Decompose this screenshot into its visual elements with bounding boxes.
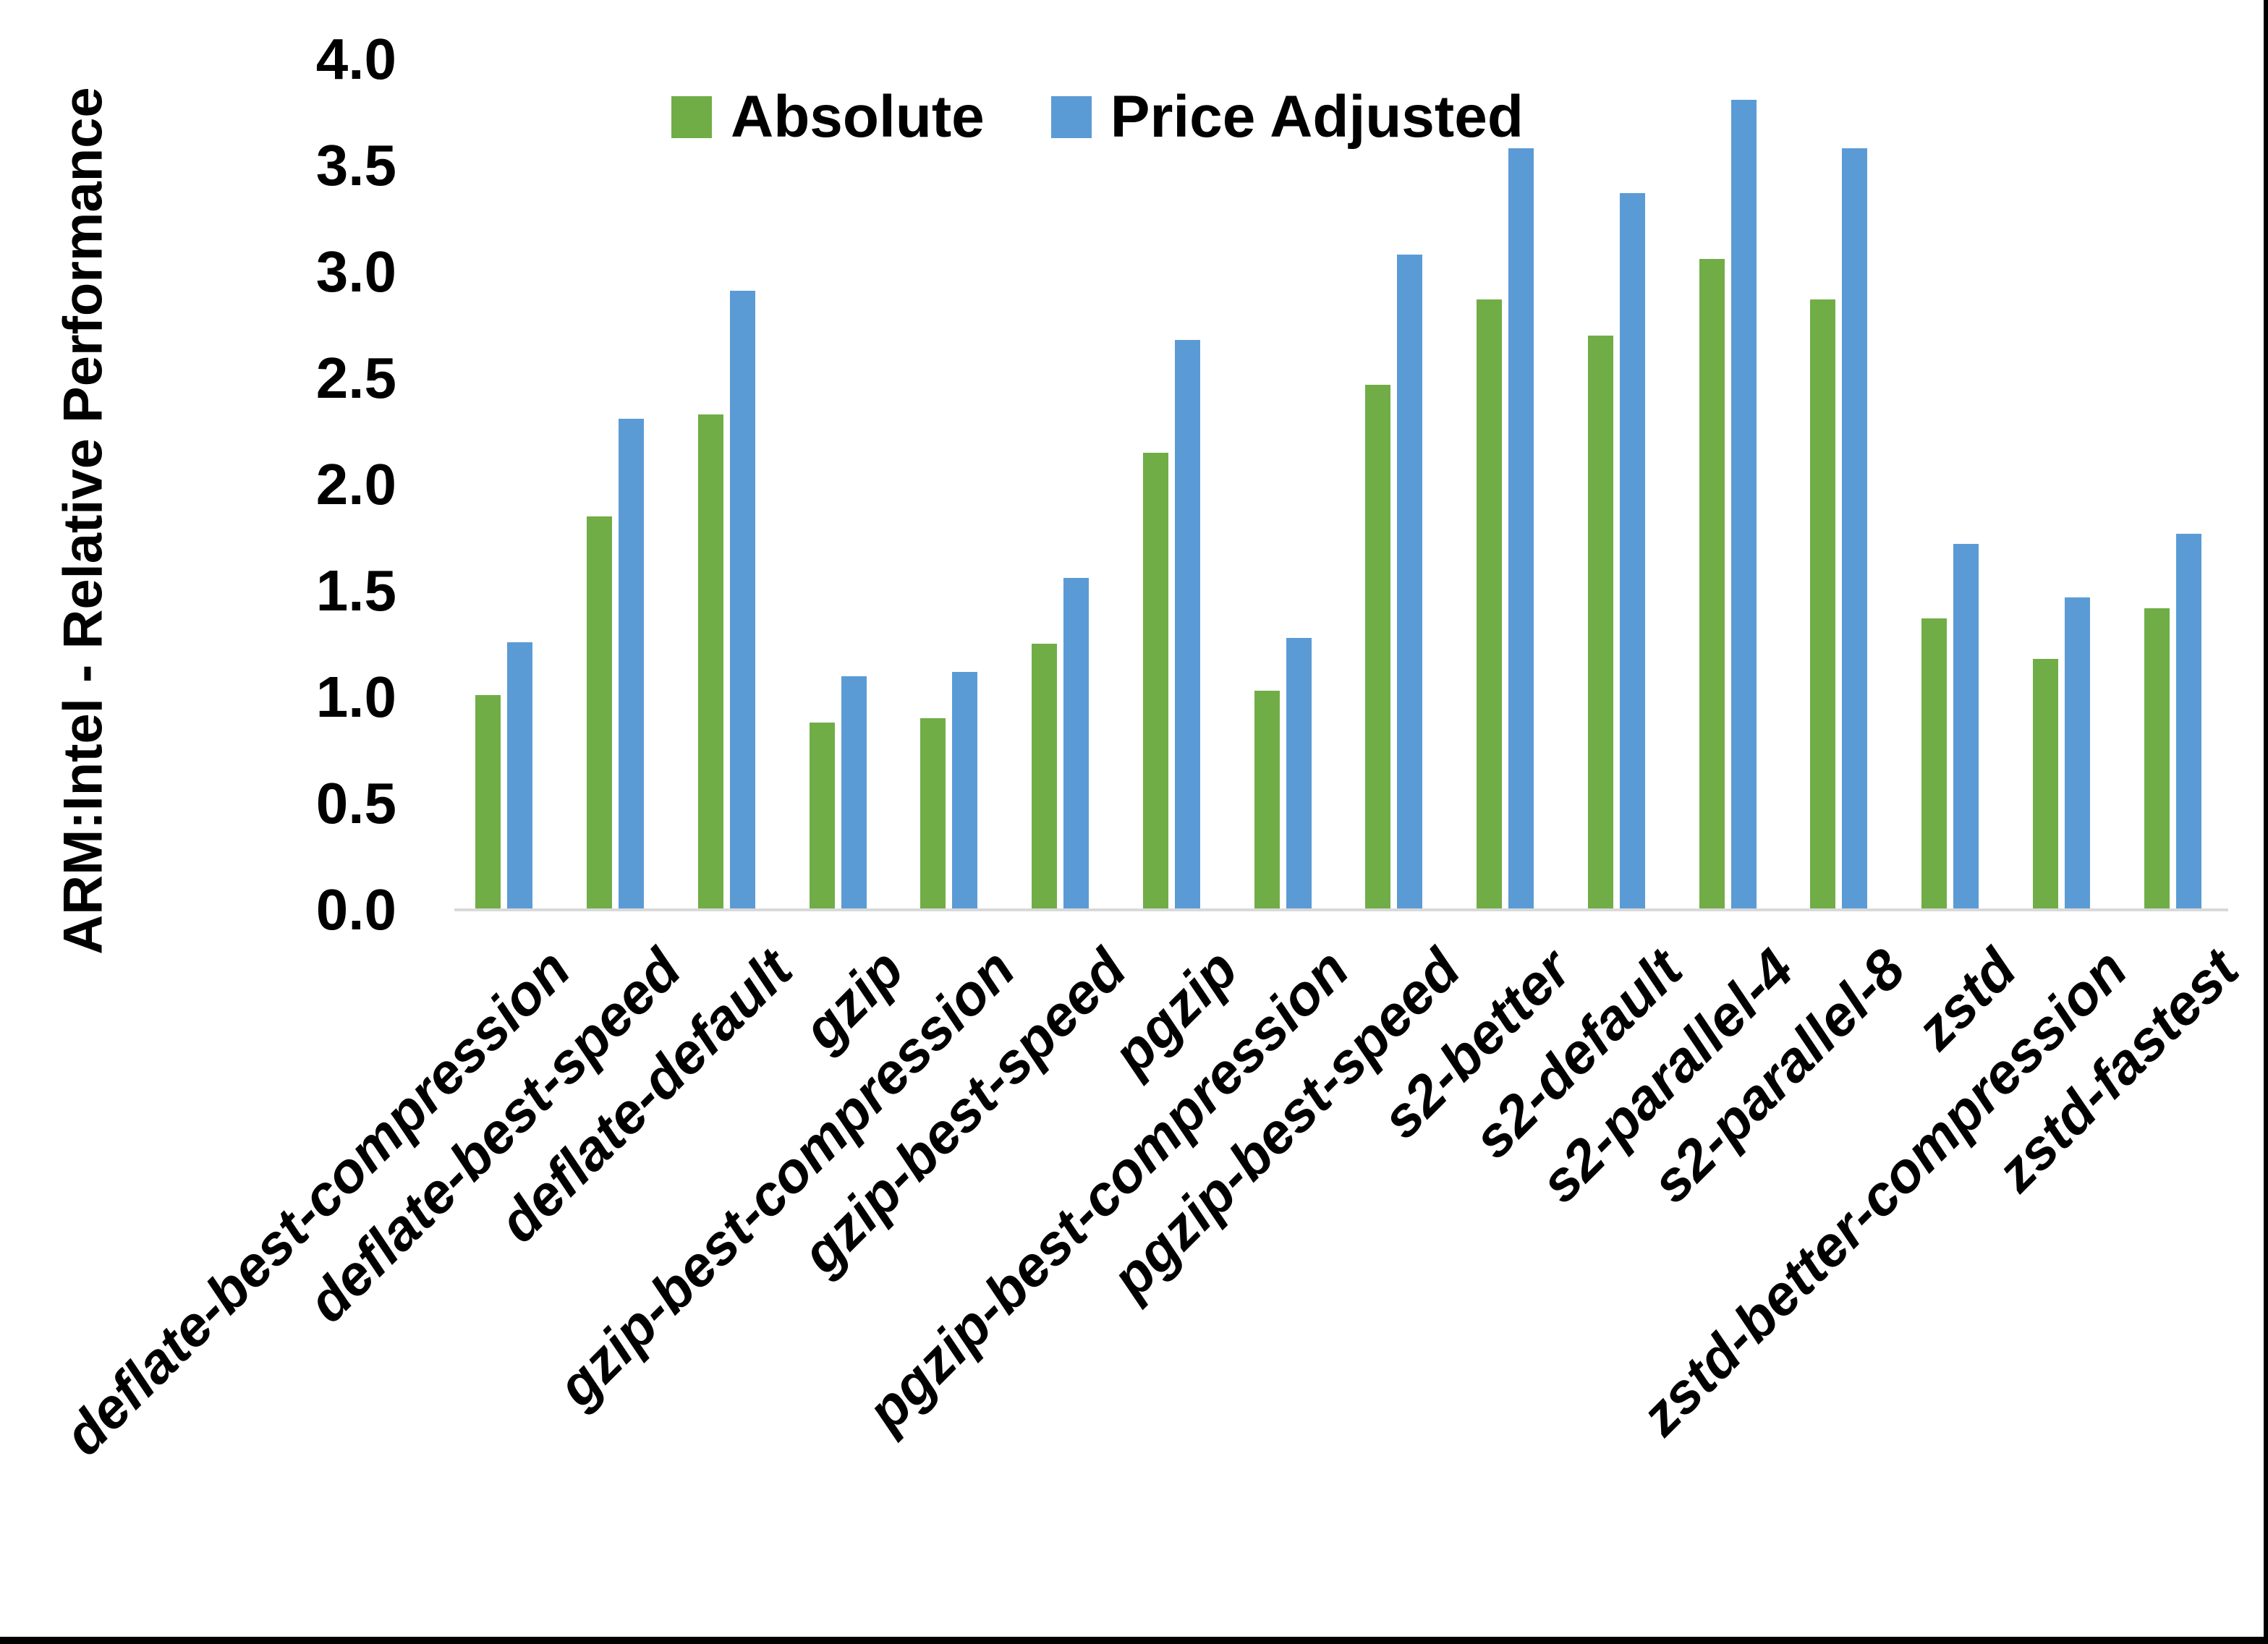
- bar-price-adjusted-s2-parallel-8: [1842, 148, 1867, 910]
- bar-price-adjusted-zstd: [1953, 544, 1979, 910]
- bar-absolute-zstd: [1921, 618, 1947, 910]
- bar-price-adjusted-deflate-best-compression: [507, 642, 532, 910]
- legend-item-absolute: Absolute: [671, 88, 985, 147]
- legend-item-price-adjusted: Price Adjusted: [1050, 84, 1524, 150]
- bar-price-adjusted-pgzip-best-speed: [1397, 255, 1422, 910]
- bar-absolute-zstd-better-compression: [2033, 659, 2058, 910]
- bar-absolute-gzip-best-speed: [1032, 644, 1057, 910]
- y-tick-label-4.0: 4.0: [315, 27, 396, 91]
- y-tick-label-1.0: 1.0: [315, 665, 396, 729]
- bar-price-adjusted-zstd-better-compression: [2065, 597, 2090, 910]
- bar-absolute-gzip-best-compression: [920, 718, 946, 910]
- y-tick-label-0.5: 0.5: [315, 771, 396, 835]
- bar-price-adjusted-zstd-fastest: [2176, 534, 2201, 910]
- bar-absolute-gzip: [810, 723, 835, 910]
- legend-swatch-icon: [671, 96, 712, 138]
- bar-absolute-deflate-best-speed: [587, 516, 612, 910]
- y-tick-label-3.5: 3.5: [315, 133, 396, 197]
- bar-absolute-zstd-fastest: [2144, 608, 2170, 910]
- bar-price-adjusted-s2-better: [1508, 148, 1534, 910]
- y-tick-label-2.5: 2.5: [315, 346, 396, 410]
- bar-price-adjusted-pgzip: [1175, 340, 1200, 910]
- bar-price-adjusted-gzip-best-speed: [1063, 578, 1089, 910]
- bar-price-adjusted-deflate-default: [730, 291, 755, 910]
- bar-absolute-deflate-default: [698, 414, 723, 910]
- y-tick-label-3.0: 3.0: [315, 239, 396, 304]
- bar-price-adjusted-pgzip-best-compression: [1286, 638, 1312, 910]
- bar-price-adjusted-s2-parallel-4: [1731, 100, 1757, 910]
- y-tick-label-1.5: 1.5: [315, 558, 396, 623]
- bar-absolute-pgzip-best-speed: [1365, 385, 1390, 910]
- bar-absolute-s2-better: [1477, 299, 1502, 910]
- bar-absolute-s2-default: [1588, 336, 1613, 910]
- bar-price-adjusted-gzip-best-compression: [952, 672, 977, 910]
- legend: Absolute Price Adjusted: [671, 81, 1524, 153]
- y-tick-label-2.0: 2.0: [315, 452, 396, 516]
- bar-price-adjusted-deflate-best-speed: [619, 419, 644, 910]
- legend-swatch-icon: [1050, 96, 1092, 138]
- bar-absolute-s2-parallel-4: [1699, 259, 1725, 910]
- legend-label: Absolute: [731, 84, 985, 150]
- right-edge-bar: [2264, 0, 2268, 1644]
- bar-absolute-s2-parallel-8: [1810, 299, 1835, 910]
- legend-label: Price Adjusted: [1110, 84, 1524, 150]
- y-tick-label-0.0: 0.0: [315, 877, 396, 942]
- x-axis-line: [454, 908, 2228, 911]
- bar-absolute-pgzip: [1143, 453, 1168, 910]
- bar-price-adjusted-s2-default: [1620, 193, 1645, 910]
- bottom-edge-bar: [0, 1637, 2268, 1644]
- bar-absolute-deflate-best-compression: [475, 695, 501, 910]
- bar-price-adjusted-gzip: [841, 676, 867, 910]
- bar-absolute-pgzip-best-compression: [1254, 691, 1280, 910]
